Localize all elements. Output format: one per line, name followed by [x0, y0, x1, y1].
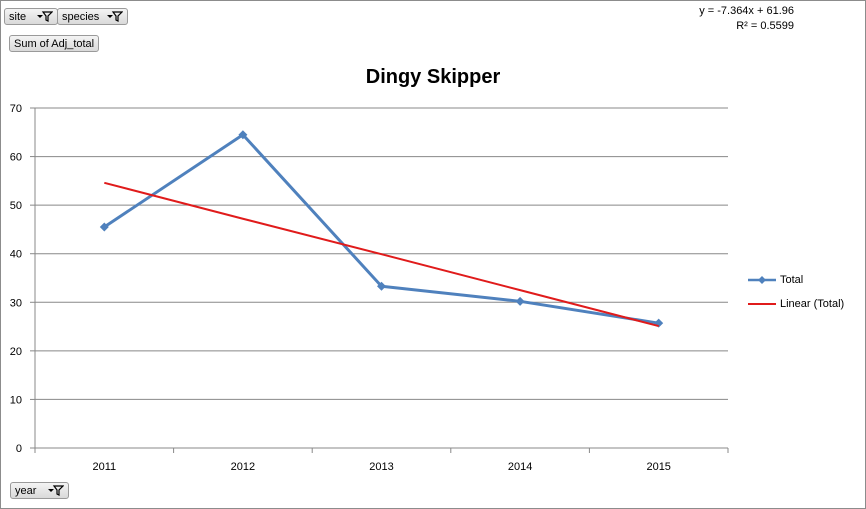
series-line-linear-trend — [104, 181, 659, 328]
site-filter-button[interactable]: site — [4, 8, 58, 25]
y-tick-label: 0 — [16, 443, 22, 455]
value-field-label: Sum of Adj_total — [14, 37, 95, 50]
x-tick-label: 2014 — [508, 461, 532, 473]
year-axis-field-label: year — [15, 484, 37, 497]
filter-dropdown-icon — [107, 11, 123, 22]
legend-item-linear[interactable]: Linear (Total) — [748, 292, 844, 316]
trendline-label[interactable]: y = -7.364x + 61.96 R² = 0.5599 — [699, 4, 794, 34]
species-filter-label: species — [62, 10, 100, 23]
x-tick-label: 2013 — [369, 461, 393, 473]
data-point-total — [654, 318, 664, 328]
y-tick-label: 40 — [10, 249, 22, 261]
y-tick-label: 50 — [10, 200, 22, 212]
y-tick-label: 30 — [10, 297, 22, 309]
legend-swatch-total — [748, 276, 776, 284]
data-point-total — [238, 130, 248, 140]
value-field-button[interactable]: Sum of Adj_total — [9, 35, 99, 52]
x-tick-label: 2012 — [231, 461, 255, 473]
x-tick-label: 2011 — [92, 461, 116, 473]
species-filter-button[interactable]: species — [57, 8, 128, 25]
y-tick-label: 60 — [10, 152, 22, 164]
legend[interactable]: Total Linear (Total) — [748, 268, 844, 316]
filter-icon — [48, 485, 64, 496]
legend-label-linear: Linear (Total) — [780, 298, 845, 310]
filter-dropdown-icon — [37, 11, 53, 22]
chart-title: Dingy Skipper — [365, 66, 501, 88]
site-filter-label: site — [9, 10, 27, 23]
x-tick-label: 2015 — [646, 461, 670, 473]
year-axis-field-button[interactable]: year — [10, 482, 69, 499]
y-tick-label: 20 — [10, 346, 22, 358]
legend-item-total[interactable]: Total — [748, 268, 844, 292]
data-point-total — [515, 296, 525, 306]
legend-swatch-linear — [748, 303, 776, 305]
trendline-r-squared: R² = 0.5599 — [736, 20, 794, 32]
y-tick-label: 10 — [10, 394, 22, 406]
legend-label-total: Total — [780, 274, 804, 286]
y-tick-label: 70 — [10, 103, 22, 115]
data-point-total — [377, 281, 386, 291]
data-point-total — [99, 222, 109, 232]
trendline-equation: y = -7.364x + 61.96 — [699, 5, 794, 17]
series-line-total — [103, 133, 659, 325]
